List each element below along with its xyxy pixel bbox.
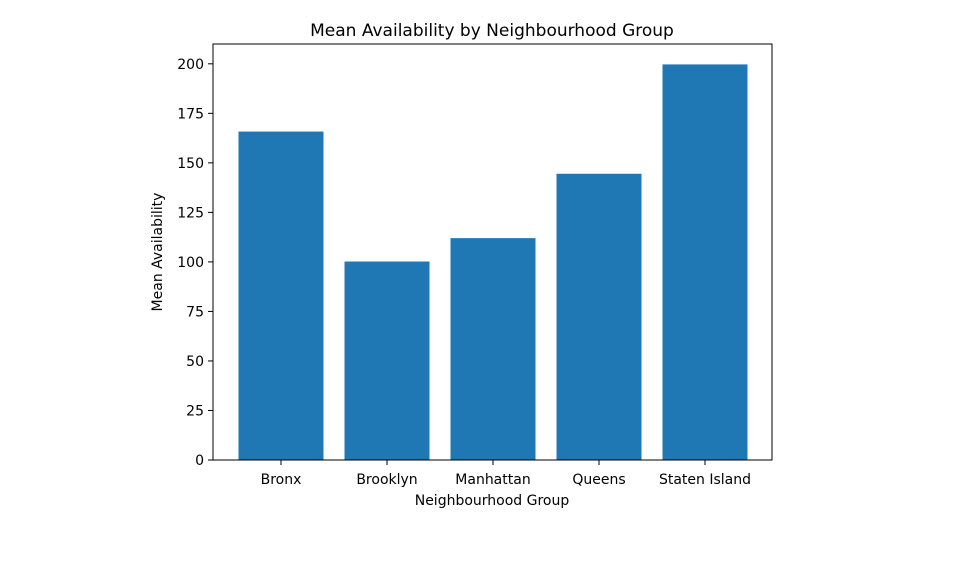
y-axis-label: Mean Availability: [150, 193, 166, 312]
x-tick-label: Staten Island: [659, 472, 751, 488]
bar-staten-island: [662, 64, 748, 460]
bar-bronx: [238, 131, 324, 460]
bars-group: [238, 64, 748, 460]
y-tick-label: 100: [177, 255, 204, 271]
y-tick-label: 125: [177, 205, 204, 221]
y-tick-label: 200: [177, 57, 204, 73]
y-axis: 0 25 50 75 100 125 150 175 200: [177, 57, 213, 469]
y-tick-label: 25: [186, 403, 204, 419]
bar-manhattan: [450, 238, 536, 460]
axes-frame: [212, 43, 773, 461]
y-tick-label: 50: [186, 354, 204, 370]
x-axis: Bronx Brooklyn Manhattan Queens Staten Islan…: [261, 460, 751, 488]
x-tick-label: Bronx: [261, 472, 302, 488]
x-axis-label: Neighbourhood Group: [415, 493, 570, 509]
y-tick-label: 150: [177, 156, 204, 172]
plot-area: 0 25 50 75 100 125 150 175 200 Bronx Brooklyn Manh…: [177, 43, 773, 488]
x-tick-label: Brooklyn: [356, 472, 417, 488]
bar-queens: [556, 173, 642, 460]
chart-title: Mean Availability by Neighbourhood Group: [310, 21, 674, 41]
y-tick-label: 0: [195, 453, 204, 469]
x-tick-label: Queens: [572, 472, 625, 488]
y-tick-label: 175: [177, 106, 204, 122]
y-tick-label: 75: [186, 304, 204, 320]
x-tick-label: Manhattan: [455, 472, 530, 488]
bar-brooklyn: [344, 261, 430, 460]
